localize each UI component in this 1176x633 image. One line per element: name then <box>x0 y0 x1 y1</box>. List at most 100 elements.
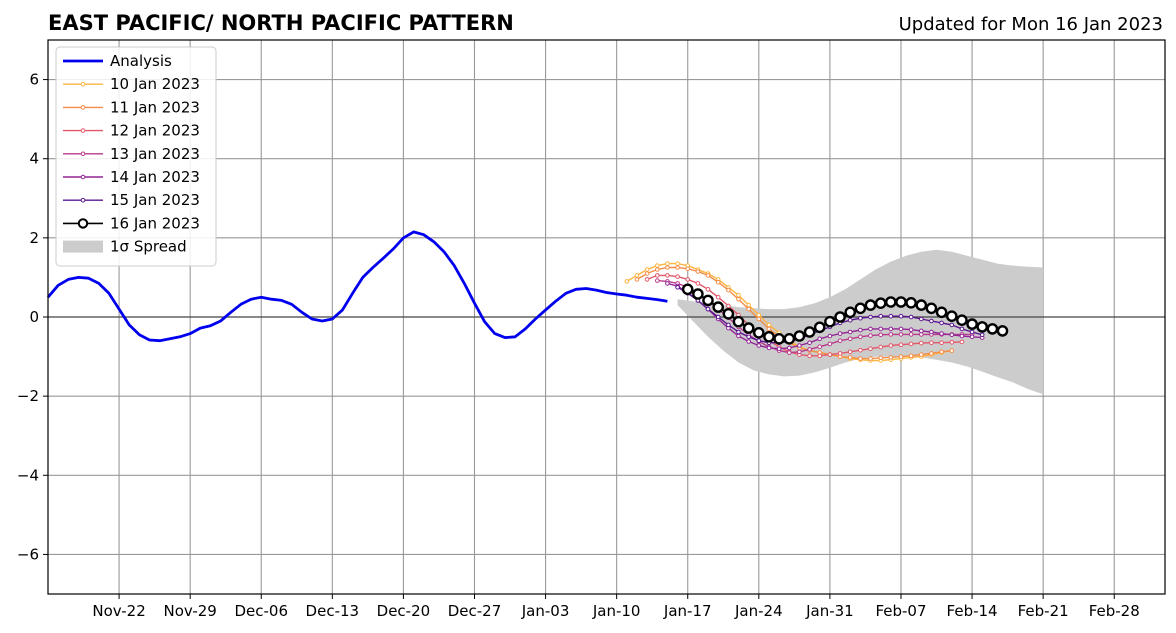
series-point <box>655 267 660 272</box>
series-point <box>644 271 650 276</box>
series-point <box>908 341 914 347</box>
series-point <box>695 269 701 274</box>
x-tick-label: Feb-28 <box>1089 602 1140 620</box>
series-point <box>868 356 873 361</box>
x-tick-label: Dec-20 <box>377 602 431 620</box>
series-point <box>939 331 944 336</box>
series-point <box>939 340 944 346</box>
series-point <box>874 297 887 310</box>
series-point <box>878 326 884 332</box>
series-point <box>996 325 1009 337</box>
series-point <box>797 349 802 355</box>
series-point <box>935 306 948 319</box>
series-point <box>817 353 823 359</box>
legend-swatch <box>63 240 103 253</box>
series-point <box>864 299 877 311</box>
legend-box <box>55 46 217 267</box>
series-point <box>898 313 904 319</box>
series-point <box>715 294 721 300</box>
series-point <box>949 332 955 338</box>
series-point <box>929 351 934 356</box>
legend-marker <box>80 128 86 133</box>
series-point <box>959 339 965 345</box>
series-point <box>929 329 934 335</box>
x-tick-label: Dec-13 <box>306 602 360 620</box>
x-tick-label: Jan-24 <box>734 602 783 620</box>
series-point <box>726 287 731 293</box>
series-point <box>959 326 965 332</box>
series-point <box>726 303 731 309</box>
series-point <box>736 333 741 339</box>
series-point <box>925 302 938 315</box>
series-point <box>895 296 907 308</box>
series-point <box>746 339 752 344</box>
series-point <box>949 340 955 345</box>
series-point <box>847 349 853 355</box>
series-point <box>919 316 924 322</box>
series-point <box>858 347 863 353</box>
series-point <box>837 331 843 336</box>
series-point <box>847 336 853 342</box>
series-point <box>966 318 978 330</box>
series-point <box>722 307 735 320</box>
legend-marker <box>80 105 86 110</box>
series-point <box>712 301 725 313</box>
series-point <box>959 333 965 339</box>
legend-marker <box>80 81 86 87</box>
series-point <box>644 267 650 272</box>
series-point <box>655 278 660 283</box>
legend-label: 1σ Spread <box>110 238 187 256</box>
series-point <box>858 356 863 361</box>
series-point <box>888 343 894 348</box>
legend-label: 10 Jan 2023 <box>110 75 200 93</box>
series-point <box>807 340 812 346</box>
series-point <box>736 292 741 298</box>
series-point <box>705 273 711 278</box>
series-point <box>753 326 765 339</box>
series-point <box>837 351 843 356</box>
series-point <box>807 353 812 359</box>
series-point <box>969 329 975 335</box>
series-point <box>675 285 680 290</box>
series-point <box>888 332 894 337</box>
series-point <box>681 283 694 296</box>
axes: 6 4 2 0 −2 −4 −6 Nov-22 Nov-29 Dec-06 Dec-13 Dec-20… <box>17 39 1166 620</box>
series-point <box>715 314 721 320</box>
series-analysis-line <box>46 230 668 343</box>
series-point <box>746 306 752 312</box>
series-point <box>919 352 924 357</box>
series-point <box>692 288 704 300</box>
series-point <box>858 315 863 321</box>
series-point <box>868 314 873 320</box>
series-point <box>969 334 975 340</box>
series-point <box>702 294 714 307</box>
series-point <box>803 326 816 338</box>
series-point <box>858 327 863 333</box>
series-point <box>624 279 630 284</box>
series-point <box>824 315 836 328</box>
series-point <box>885 296 897 308</box>
series-point <box>773 332 785 345</box>
x-tick-label: Dec-27 <box>448 602 502 620</box>
series-point <box>868 333 873 338</box>
legend-label: 16 Jan 2023 <box>110 214 200 232</box>
x-tick-label: Jan-10 <box>592 602 641 620</box>
x-tick-label: Jan-31 <box>805 602 854 620</box>
series-point <box>665 273 670 278</box>
legend-marker <box>80 174 86 180</box>
series-point <box>837 338 843 344</box>
series-point <box>655 273 660 278</box>
series-point <box>908 353 914 359</box>
series-point <box>634 273 640 278</box>
series-point <box>915 299 928 311</box>
series-point <box>675 274 680 279</box>
series-point <box>888 355 894 360</box>
x-tick-label: Nov-29 <box>163 602 216 620</box>
series-point <box>976 321 989 333</box>
series-point <box>919 328 924 334</box>
series-point <box>736 296 741 302</box>
series-point <box>783 332 796 345</box>
series-point <box>756 343 762 348</box>
x-tick-label: Jan-17 <box>663 602 712 620</box>
series-point <box>929 318 934 324</box>
